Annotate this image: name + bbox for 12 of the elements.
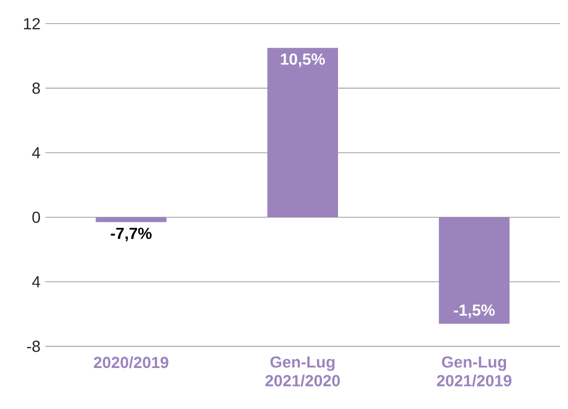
- annotation: 10,5%: [280, 53, 325, 68]
- y-tick-label: 4: [32, 147, 40, 158]
- annotation: -1,5%: [454, 304, 495, 318]
- y-tick-label: 8: [32, 82, 40, 94]
- y-tick-label: 12: [24, 18, 40, 30]
- annotation: -7,7%: [110, 228, 152, 242]
- y-tick-label: 4: [32, 276, 40, 288]
- x-tick-label: Gen-Lug 2021/2019: [436, 356, 512, 387]
- x-tick-label: Gen-Lug 2021/2020: [265, 356, 340, 387]
- x-tick-label: 2020/2019: [94, 356, 168, 368]
- y-tick-label: -8: [27, 340, 40, 352]
- y-tick-label: 0: [32, 212, 40, 223]
